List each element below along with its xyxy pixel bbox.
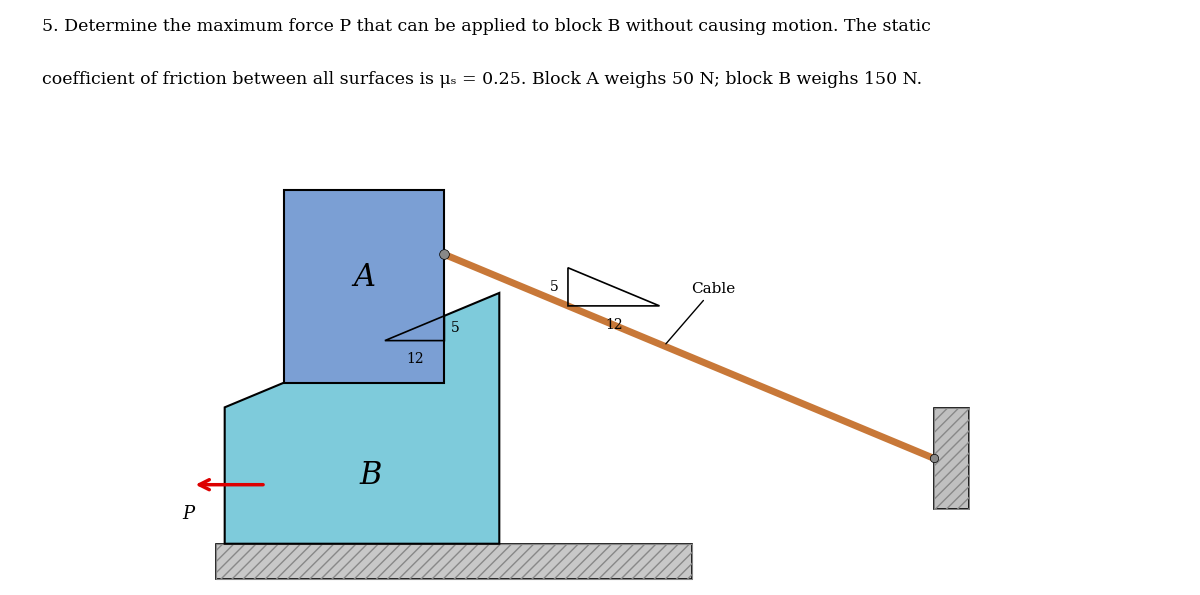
Polygon shape <box>284 190 444 383</box>
Text: Cable: Cable <box>666 281 736 344</box>
Bar <box>934 408 968 509</box>
Text: coefficient of friction between all surfaces is μₛ = 0.25. Block A weighs 50 N; : coefficient of friction between all surf… <box>42 71 922 89</box>
Polygon shape <box>224 293 499 544</box>
Text: 12: 12 <box>406 352 424 367</box>
Bar <box>934 408 968 509</box>
Bar <box>216 544 691 578</box>
Bar <box>216 544 691 578</box>
Text: 5. Determine the maximum force P that can be applied to block B without causing : 5. Determine the maximum force P that ca… <box>42 18 931 35</box>
Text: A: A <box>353 262 376 293</box>
Text: 5: 5 <box>550 280 559 294</box>
Text: P: P <box>182 505 194 523</box>
Text: 5: 5 <box>451 321 460 335</box>
Text: 12: 12 <box>605 318 623 332</box>
Text: B: B <box>360 460 383 491</box>
